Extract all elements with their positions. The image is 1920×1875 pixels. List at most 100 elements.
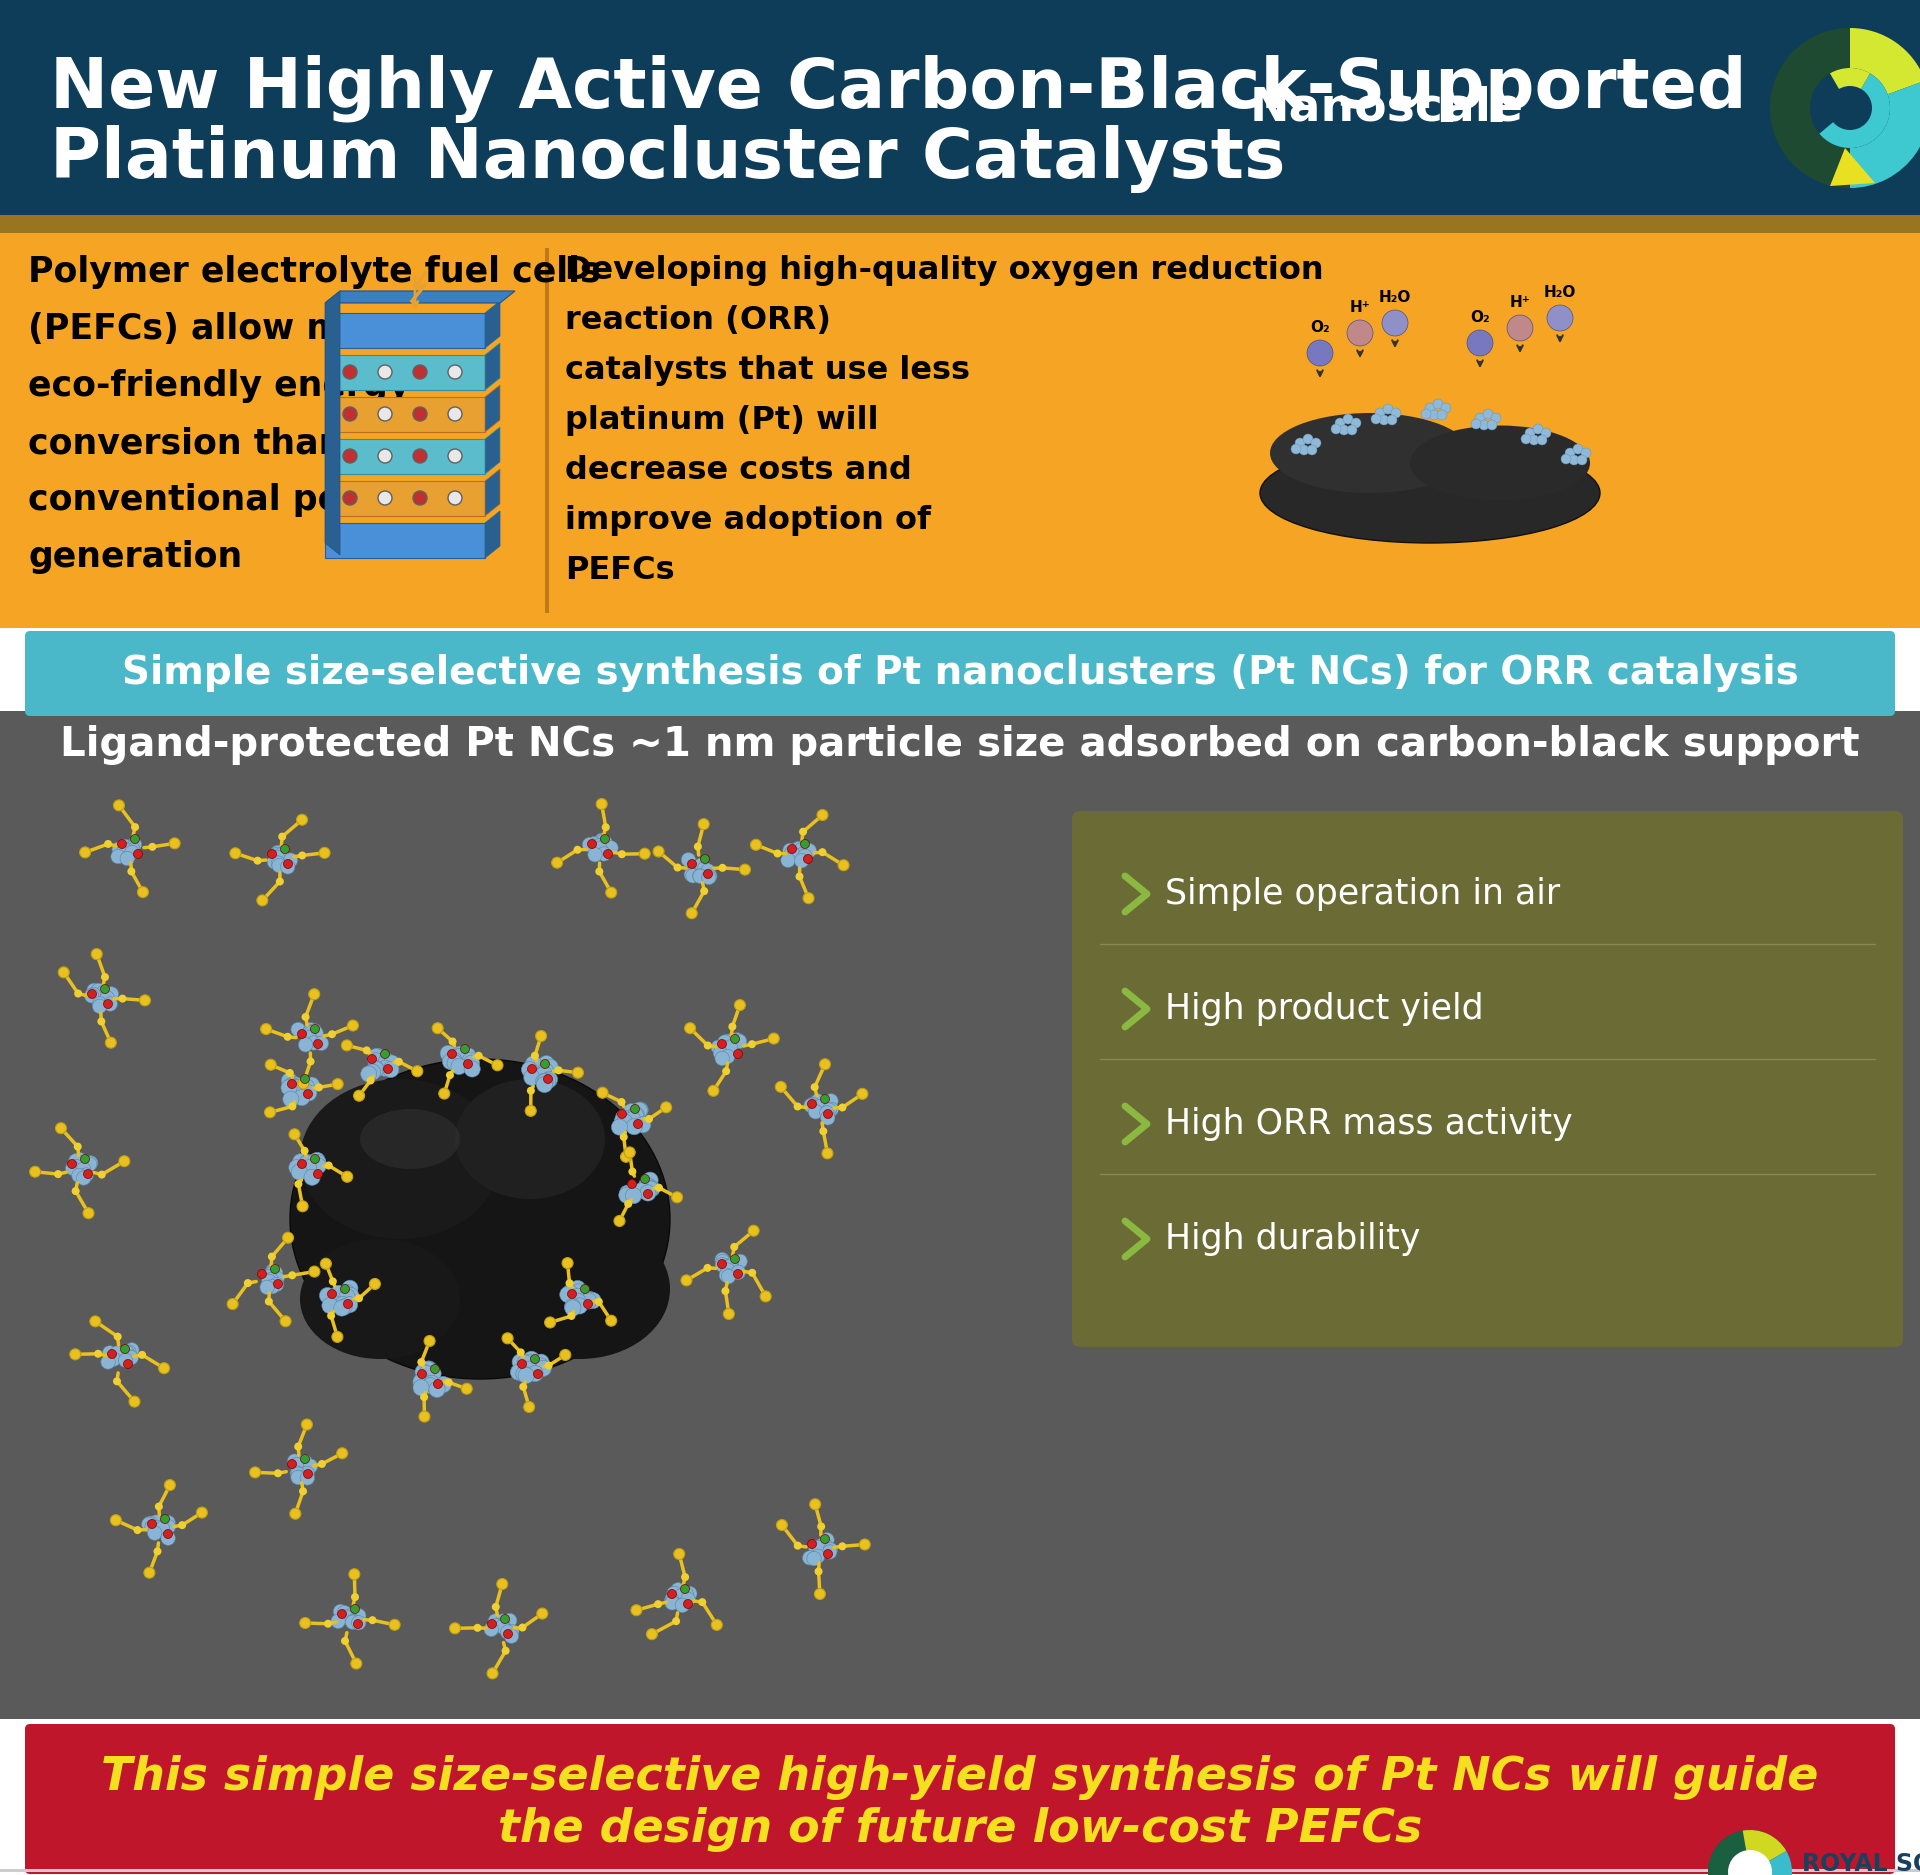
Circle shape [532, 1052, 540, 1059]
Circle shape [300, 1618, 311, 1629]
Circle shape [123, 1350, 136, 1363]
Circle shape [710, 1620, 722, 1631]
Circle shape [538, 1074, 553, 1089]
Circle shape [196, 1508, 207, 1519]
Circle shape [605, 1314, 616, 1326]
Circle shape [303, 1170, 321, 1185]
Circle shape [806, 1551, 822, 1566]
Circle shape [309, 1155, 326, 1170]
Text: Polymer electrolyte fuel cells: Polymer electrolyte fuel cells [29, 255, 601, 289]
Circle shape [351, 1616, 367, 1629]
Circle shape [682, 1275, 691, 1286]
Circle shape [355, 1294, 363, 1303]
Circle shape [616, 1110, 632, 1125]
Circle shape [113, 801, 125, 810]
Circle shape [451, 1046, 468, 1063]
Circle shape [380, 1050, 390, 1059]
Circle shape [161, 1532, 175, 1545]
Circle shape [588, 848, 603, 862]
Circle shape [566, 1279, 574, 1286]
Circle shape [367, 1054, 376, 1063]
Circle shape [536, 1067, 553, 1082]
Ellipse shape [300, 1239, 461, 1359]
Circle shape [626, 1187, 641, 1204]
Circle shape [447, 366, 463, 379]
Circle shape [1290, 444, 1302, 454]
Circle shape [1352, 418, 1361, 428]
Circle shape [96, 986, 111, 999]
Circle shape [378, 1054, 396, 1069]
Circle shape [501, 1646, 509, 1656]
Circle shape [1342, 414, 1354, 424]
Circle shape [265, 1264, 280, 1279]
Circle shape [365, 1063, 380, 1080]
Circle shape [269, 1252, 276, 1260]
Circle shape [1521, 433, 1530, 444]
Circle shape [340, 1288, 355, 1305]
Circle shape [463, 1059, 472, 1069]
Ellipse shape [361, 1108, 461, 1168]
Circle shape [342, 1637, 349, 1644]
Polygon shape [486, 512, 499, 559]
Circle shape [309, 1266, 321, 1277]
Circle shape [674, 1588, 689, 1603]
Circle shape [516, 1356, 534, 1371]
Circle shape [545, 1316, 555, 1328]
Circle shape [271, 849, 284, 864]
Circle shape [267, 849, 276, 859]
Circle shape [1382, 403, 1394, 414]
Circle shape [328, 1277, 336, 1286]
Circle shape [301, 1161, 317, 1176]
Circle shape [685, 908, 697, 919]
Circle shape [367, 1059, 384, 1076]
Circle shape [109, 1346, 125, 1361]
Circle shape [284, 859, 292, 868]
Circle shape [463, 1052, 478, 1069]
Circle shape [307, 1058, 315, 1065]
Circle shape [726, 1033, 739, 1048]
Polygon shape [324, 398, 486, 431]
Circle shape [125, 840, 140, 855]
Circle shape [682, 853, 695, 866]
Circle shape [488, 1669, 497, 1678]
Circle shape [334, 1605, 348, 1618]
Circle shape [730, 1254, 739, 1264]
Circle shape [824, 1543, 837, 1556]
Polygon shape [486, 428, 499, 474]
Circle shape [315, 1037, 328, 1050]
Circle shape [818, 810, 828, 821]
Circle shape [492, 1603, 499, 1611]
Text: generation: generation [29, 540, 242, 574]
Circle shape [330, 1614, 346, 1629]
Circle shape [495, 1620, 509, 1633]
Circle shape [1542, 428, 1551, 439]
Circle shape [378, 491, 392, 504]
Ellipse shape [455, 1078, 605, 1198]
Circle shape [303, 1459, 317, 1474]
Circle shape [413, 1380, 430, 1395]
Circle shape [732, 1266, 745, 1279]
Circle shape [1709, 1830, 1791, 1875]
Circle shape [653, 846, 664, 857]
Circle shape [641, 1172, 659, 1189]
Circle shape [56, 1123, 67, 1134]
Circle shape [808, 1099, 816, 1108]
Circle shape [298, 1078, 309, 1089]
Circle shape [290, 1470, 305, 1485]
Circle shape [83, 1155, 98, 1170]
Circle shape [1569, 456, 1578, 465]
Circle shape [382, 1061, 399, 1078]
Circle shape [824, 1093, 839, 1108]
Circle shape [351, 1609, 367, 1624]
Circle shape [645, 1116, 653, 1123]
Circle shape [620, 1185, 636, 1202]
Circle shape [292, 1466, 305, 1481]
Circle shape [369, 1048, 386, 1065]
Circle shape [820, 1110, 835, 1125]
Circle shape [860, 1539, 870, 1551]
Circle shape [369, 1279, 380, 1290]
Circle shape [300, 1155, 315, 1172]
Circle shape [593, 842, 607, 855]
Circle shape [1334, 418, 1346, 428]
Circle shape [313, 1039, 323, 1048]
